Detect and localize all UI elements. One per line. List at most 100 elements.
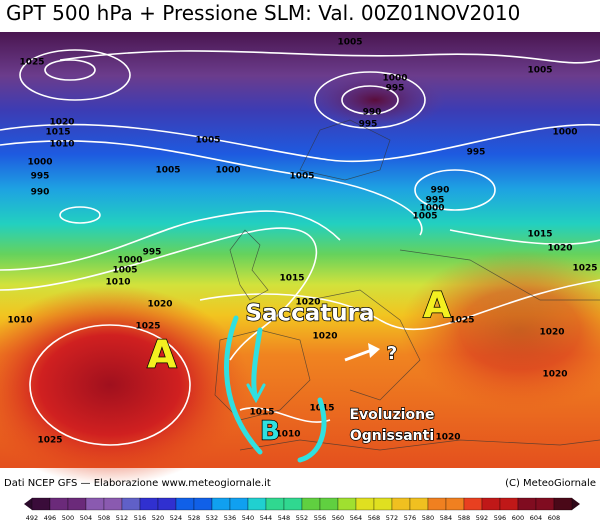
isobar-label: 1025 [135,322,160,332]
isobar-label: 1020 [539,328,564,338]
isobar-label: 995 [467,148,486,158]
scale-swatch [535,497,555,511]
isobar-label: 1000 [552,128,577,138]
isobar-label: 1010 [105,278,130,288]
isobar-label: 1005 [337,38,362,48]
high-label: A [147,333,177,377]
scale-swatch [283,497,303,511]
scale-swatch [49,497,69,511]
scale-label: 568 [368,514,380,522]
footer-copyright: (C) MeteoGiornale [505,478,596,489]
low-label: B [260,417,280,447]
isobar-label: 1020 [542,370,567,380]
color-scale: 492 496 500 504 508 512 516 520 524 528 532 536 540 5… [24,497,580,522]
note-line: Evoluzione [349,407,434,423]
scale-label: 580 [422,514,434,522]
cold-core [305,70,445,130]
question-mark: ? [387,343,397,364]
isobar-label: 995 [426,196,445,206]
isobar-label: 995 [143,248,162,258]
isobar-label: 1020 [295,298,320,308]
map: 1025100510051000995990995100010201015101… [0,32,600,485]
scale-label: 604 [530,514,542,522]
scale-label: 552 [296,514,308,522]
isobar-label: 1010 [275,430,300,440]
scale-swatch [247,497,267,511]
footer-source: Dati NCEP GFS — Elaborazione www.meteogi… [4,478,271,489]
isobar-label: 1015 [249,408,274,418]
trough-arrows [224,315,327,463]
scale-label: 600 [512,514,524,522]
isobar-label: 995 [359,120,378,130]
scale-label: 564 [350,514,362,522]
isobar-label: 1000 [419,204,444,214]
scale-swatch [85,497,105,511]
isobar-label: 995 [31,172,50,182]
isobar-label: 1000 [215,166,240,176]
isobar-label: 990 [431,186,450,196]
isobar-label: 1015 [279,274,304,284]
scale-swatch [121,497,141,511]
isobar-label: 1005 [195,136,220,146]
isobar-label: 995 [386,84,405,94]
scale-swatch [193,497,213,511]
isobar-label: 1000 [117,256,142,266]
coastlines [214,119,600,451]
isobar-label: 1010 [49,140,74,150]
scale-label: 548 [278,514,290,522]
isobar-label: 1005 [112,266,137,276]
scale-label: 516 [134,514,146,522]
isobar-label: 1005 [289,172,314,182]
scale-swatch [391,497,411,511]
scale-label: 544 [260,514,272,522]
scale-swatch [265,497,285,511]
scale-arrow-right [572,498,580,510]
isobar-label: 1010 [7,316,32,326]
isobar-label: 1015 [45,128,70,138]
scale-label: 556 [314,514,326,522]
isobar-label: 1020 [147,300,172,310]
scale-label: 496 [44,514,56,522]
scale-swatch [427,497,447,511]
isobar-label: 1025 [37,436,62,446]
scale-label: 520 [152,514,164,522]
scale-swatch [445,497,465,511]
isobar-label: 1005 [527,66,552,76]
isobar-label: 1005 [412,212,437,222]
scale-swatch [355,497,375,511]
trough-label: Saccatura [245,301,374,327]
isobar-label: 1000 [27,158,52,168]
isobar-label: 1020 [49,118,74,128]
scale-label: 528 [188,514,200,522]
scale-label: 512 [116,514,128,522]
scale-swatch [139,497,159,511]
scale-label: 500 [62,514,74,522]
scale-label: 536 [224,514,236,522]
scale-swatch [373,497,393,511]
scale-label: 560 [332,514,344,522]
isobar-label: 1020 [312,332,337,342]
note-line: Ognissanti [350,428,434,444]
scale-label: 540 [242,514,254,522]
isobar-label: 1025 [572,264,597,274]
scale-swatch [31,497,51,511]
isobar-label: 990 [31,188,50,198]
high-label: A [423,285,451,326]
scale-label: 588 [458,514,470,522]
scale-label: 532 [206,514,218,522]
scale-swatch [517,497,537,511]
scale-label: 596 [494,514,506,522]
scale-swatch [337,497,357,511]
scale-swatch [301,497,321,511]
scale-label: 508 [98,514,110,522]
scale-label: 592 [476,514,488,522]
scale-label: 504 [80,514,92,522]
scale-swatch [103,497,123,511]
isobar-label: 1025 [19,58,44,68]
scale-swatch [229,497,249,511]
scale-swatch [409,497,429,511]
scale-label: 584 [440,514,452,522]
isobar-label: 1000 [382,74,407,84]
scale-label: 524 [170,514,182,522]
